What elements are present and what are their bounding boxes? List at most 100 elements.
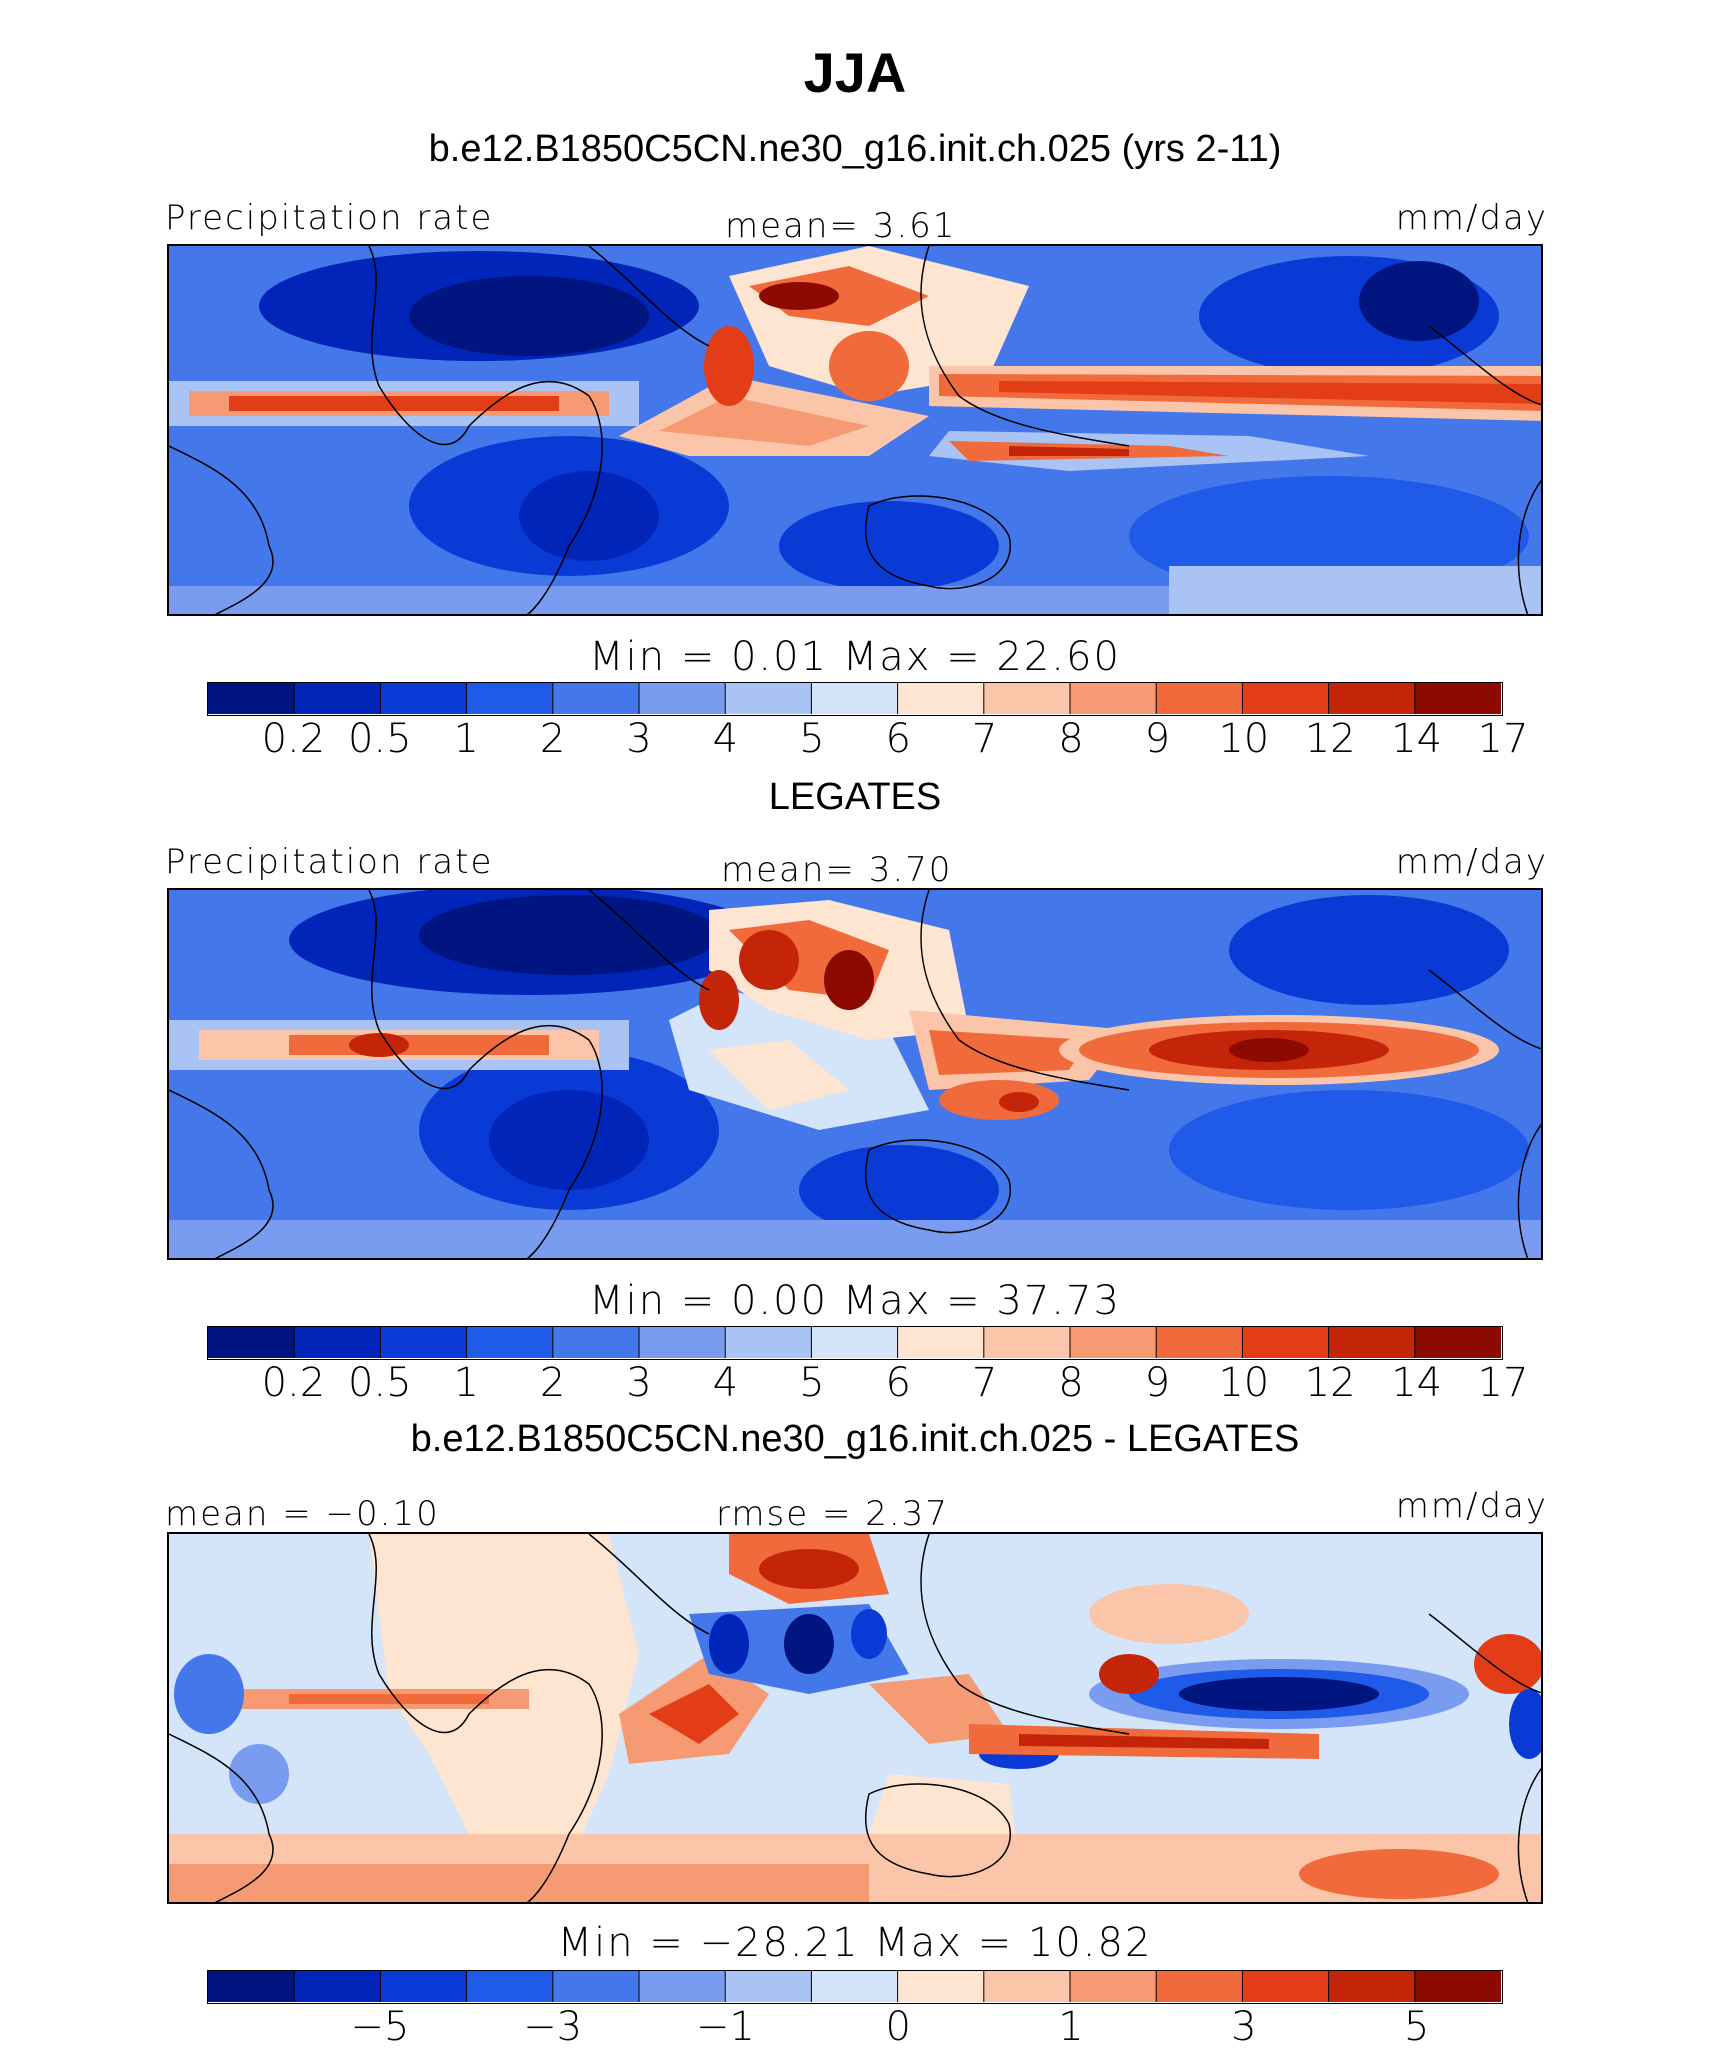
colorbar-swatch (811, 1971, 899, 2002)
colorbar-swatch (208, 1327, 295, 1358)
colorbar-swatch (1242, 683, 1330, 714)
colorbar-tick-label: 0.2 (261, 716, 326, 762)
colorbar-tick-label: −5 (350, 2004, 410, 2050)
panel-2-units: mm/day (1395, 842, 1548, 882)
panel-3-units: mm/day (1395, 1486, 1548, 1526)
colorbar-tick-label: 3 (626, 716, 652, 762)
colorbar-swatch (208, 683, 295, 714)
colorbar-swatch (1328, 1971, 1416, 2002)
colorbar-swatch (1156, 683, 1243, 714)
colorbar-swatch (725, 683, 812, 714)
colorbar-tick-label: 3 (1231, 2004, 1257, 2050)
colorbar-swatch (1070, 1971, 1157, 2002)
colorbar-tick-label: 5 (1403, 2004, 1430, 2050)
colorbar-swatch (466, 683, 554, 714)
panel-3-map (167, 1532, 1543, 1904)
colorbar-tick-label: 7 (971, 1360, 998, 1406)
colorbar-tick-label: 0.5 (347, 716, 412, 762)
panel-2-mean-label: mean= 3.70 (721, 850, 953, 890)
colorbar-swatch (983, 1971, 1071, 2002)
panel-1-map (167, 244, 1543, 616)
panel-2-map (167, 888, 1543, 1260)
panel-1-map-field (169, 246, 1541, 614)
panel-1-min-max: Min = 0.01 Max = 22.60 (589, 634, 1121, 680)
panel-3-map-field (169, 1534, 1541, 1902)
colorbar-swatch (466, 1327, 554, 1358)
colorbar-tick-label: 14 (1391, 1360, 1443, 1406)
panel-1-title: b.e12.B1850C5CN.ne30_g16.init.ch.025 (yr… (428, 128, 1282, 170)
panel-3-min-max: Min = −28.21 Max = 10.82 (557, 1920, 1153, 1966)
colorbar-swatch (1414, 1971, 1501, 2002)
colorbar-tick-label: 0 (885, 2004, 911, 2050)
colorbar-tick-label: 2 (539, 1360, 566, 1406)
colorbar-tick-label: 0.2 (261, 1360, 326, 1406)
colorbar-tick-label: −1 (695, 2004, 755, 2050)
colorbar-tick-label: 1 (1058, 2004, 1084, 2050)
colorbar-swatch (380, 1971, 468, 2002)
colorbar-tick-label: 9 (1144, 716, 1171, 762)
colorbar-swatch (1414, 683, 1501, 714)
colorbar-swatch (294, 1971, 381, 2002)
panel-1-left-label: Precipitation rate (165, 198, 494, 238)
colorbar-svg (208, 1971, 1501, 2002)
colorbar-swatch (294, 683, 381, 714)
colorbar-tick-label: 0.5 (347, 1360, 412, 1406)
colorbar-tick-label: 17 (1477, 716, 1529, 762)
colorbar-tick-label: 14 (1391, 716, 1443, 762)
colorbar-tick-label: 3 (626, 1360, 652, 1406)
colorbar-swatch (1328, 683, 1416, 714)
panel-1-units: mm/day (1395, 198, 1548, 238)
colorbar-swatch (983, 683, 1071, 714)
colorbar-swatch (552, 683, 640, 714)
colorbar-swatch (897, 683, 985, 714)
colorbar-swatch (897, 1971, 985, 2002)
colorbar-swatch (380, 683, 468, 714)
colorbar-tick-label: 17 (1477, 1360, 1529, 1406)
colorbar-swatch (725, 1327, 812, 1358)
colorbar-swatch (1156, 1971, 1243, 2002)
colorbar-swatch (725, 1971, 812, 2002)
colorbar-tick-label: 1 (453, 716, 479, 762)
colorbar-swatch (208, 1971, 295, 2002)
colorbar-swatch (1242, 1971, 1330, 2002)
panel-1-mean-label: mean= 3.61 (725, 206, 957, 246)
colorbar-swatch (380, 1327, 468, 1358)
colorbar-swatch (466, 1971, 554, 2002)
colorbar-tick-label: 5 (799, 1360, 825, 1406)
colorbar-swatch (1070, 1327, 1157, 1358)
colorbar-tick-label: 8 (1058, 716, 1084, 762)
panel-2-left-label: Precipitation rate (165, 842, 494, 882)
colorbar-swatch (1414, 1327, 1501, 1358)
colorbar-tick-label: 6 (885, 1360, 911, 1406)
colorbar-swatch (639, 1327, 726, 1358)
colorbar-tick-label: 8 (1058, 1360, 1084, 1406)
colorbar-swatch (294, 1327, 381, 1358)
figure-title: JJA (803, 41, 907, 104)
colorbar-swatch (552, 1327, 640, 1358)
colorbar-swatch (552, 1971, 640, 2002)
colorbar-swatch (811, 1327, 899, 1358)
colorbar-tick-label: 10 (1218, 1360, 1270, 1406)
panel-3-colorbar (207, 1970, 1503, 2004)
colorbar-tick-label: 1 (453, 1360, 479, 1406)
panel-2-min-max: Min = 0.00 Max = 37.73 (589, 1278, 1121, 1324)
colorbar-tick-label: −3 (523, 2004, 583, 2050)
colorbar-tick-label: 12 (1304, 716, 1356, 762)
colorbar-svg (208, 1327, 1501, 1358)
colorbar-tick-label: 6 (885, 716, 911, 762)
colorbar-swatch (1328, 1327, 1416, 1358)
panel-1-colorbar (207, 682, 1503, 716)
colorbar-swatch (1070, 683, 1157, 714)
colorbar-tick-label: 2 (539, 716, 566, 762)
colorbar-swatch (639, 1971, 726, 2002)
colorbar-tick-label: 9 (1144, 1360, 1171, 1406)
colorbar-tick-label: 5 (799, 716, 825, 762)
panel-3-rmse-label: rmse = 2.37 (716, 1494, 949, 1534)
panel-2-colorbar (207, 1326, 1503, 1360)
colorbar-swatch (639, 683, 726, 714)
colorbar-tick-label: 4 (712, 716, 739, 762)
panel-2-map-field (169, 890, 1541, 1258)
colorbar-swatch (1242, 1327, 1330, 1358)
colorbar-swatch (1156, 1327, 1243, 1358)
colorbar-swatch (983, 1327, 1071, 1358)
